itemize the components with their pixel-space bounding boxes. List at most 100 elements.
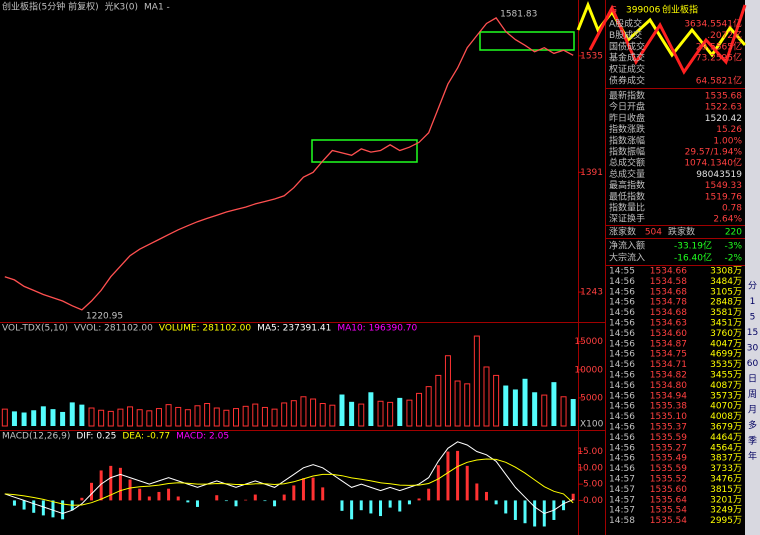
volume-bar bbox=[175, 406, 182, 427]
volume-bar bbox=[136, 409, 143, 427]
volume-bar bbox=[233, 408, 240, 427]
toolbar-button[interactable]: 多 bbox=[748, 419, 757, 431]
trade-price: 1535.59 bbox=[650, 433, 687, 443]
trade-volume: 3484万 bbox=[710, 277, 742, 287]
toolbar-button[interactable]: 日 bbox=[748, 374, 757, 385]
y-tick-label: 15000 bbox=[574, 337, 603, 347]
row-label: A股成交 bbox=[609, 18, 642, 30]
legend-item: MACD(12,26,9) bbox=[2, 432, 70, 442]
trade-time: 14:56 bbox=[609, 402, 635, 412]
volume-bar bbox=[387, 401, 394, 427]
trade-volume: 4699万 bbox=[710, 350, 742, 360]
volume-bar bbox=[69, 402, 75, 426]
trade-time: 14:56 bbox=[609, 329, 635, 339]
volume-bar bbox=[560, 396, 567, 427]
y-tick-label: 10.00 bbox=[577, 463, 603, 473]
toolbar-button[interactable]: 15 bbox=[747, 328, 758, 338]
volume-bar bbox=[464, 383, 471, 427]
toolbar-button[interactable]: 分 bbox=[748, 281, 757, 292]
trade-price: 1534.78 bbox=[650, 298, 687, 308]
drawn-arrow bbox=[576, 0, 747, 58]
trade-volume: 3455万 bbox=[710, 371, 742, 381]
toolbar-button[interactable]: 季 bbox=[748, 435, 757, 447]
trade-time: 14:56 bbox=[609, 371, 635, 381]
trade-price: 1534.94 bbox=[650, 391, 687, 401]
trade-price: 1534.58 bbox=[650, 277, 687, 287]
trade-price: 1534.60 bbox=[650, 329, 687, 339]
trade-time: 14:56 bbox=[609, 433, 635, 443]
legend-item: VVOL: 281102.00 bbox=[74, 324, 153, 334]
toolbar-button[interactable]: 周 bbox=[748, 389, 757, 400]
volume-bar bbox=[98, 409, 105, 427]
count-label: 涨家数 bbox=[609, 226, 636, 238]
toolbar-button[interactable]: 60 bbox=[747, 359, 759, 369]
trade-price: 1534.68 bbox=[650, 308, 687, 318]
volume-bar bbox=[483, 366, 490, 427]
trade-volume: 3581万 bbox=[710, 308, 742, 318]
trade-price: 1534.66 bbox=[650, 267, 687, 277]
trade-volume: 3451万 bbox=[710, 319, 742, 329]
volume-bar bbox=[213, 407, 220, 427]
count-value: 220 bbox=[725, 228, 742, 238]
legend-item: VOLUME: 281102.00 bbox=[159, 324, 252, 334]
trade-volume: 2848万 bbox=[710, 298, 742, 308]
row-value: 1522.63 bbox=[705, 103, 742, 113]
volume-bar bbox=[107, 410, 114, 427]
row-value: 1074.1340亿 bbox=[684, 157, 742, 169]
trade-time: 14:56 bbox=[609, 360, 635, 370]
volume-bar bbox=[60, 411, 66, 426]
row-label: 总成交量 bbox=[609, 168, 645, 180]
volume-bar bbox=[339, 394, 345, 426]
trade-price: 1534.71 bbox=[650, 360, 687, 370]
trade-time: 14:56 bbox=[609, 443, 635, 453]
trade-time: 14:57 bbox=[609, 495, 635, 505]
trade-volume: 3105万 bbox=[710, 287, 742, 297]
row-label: 昨日收盘 bbox=[609, 112, 645, 124]
volume-bar bbox=[406, 399, 413, 427]
trade-time: 14:56 bbox=[609, 391, 635, 401]
y-tick-label: 1243 bbox=[580, 288, 603, 298]
toolbar-button[interactable]: 5 bbox=[750, 313, 756, 323]
row-value: 0.78 bbox=[722, 204, 742, 214]
toolbar-button[interactable]: 月 bbox=[748, 405, 757, 416]
volume-bar bbox=[21, 412, 27, 426]
legend-item: 光K3(0) bbox=[105, 1, 138, 13]
trade-time: 14:56 bbox=[609, 454, 635, 464]
volume-bar bbox=[532, 392, 538, 426]
volume-bar bbox=[146, 410, 153, 427]
toolbar-button[interactable]: 年 bbox=[748, 450, 757, 462]
trade-volume: 3535万 bbox=[710, 360, 742, 370]
trade-volume: 3760万 bbox=[710, 329, 742, 339]
row-label: 最新指数 bbox=[609, 90, 645, 102]
row-label: 债券成交 bbox=[609, 75, 645, 87]
row-value: 1549.33 bbox=[705, 181, 742, 191]
volume-bar bbox=[194, 405, 201, 427]
toolbar-button[interactable]: 1 bbox=[750, 297, 756, 307]
price-line bbox=[4, 17, 574, 311]
trade-time: 14:56 bbox=[609, 339, 635, 349]
row-label: 指数涨跌 bbox=[609, 123, 645, 135]
row-label: 深证换手 bbox=[609, 213, 645, 225]
trade-price: 1534.63 bbox=[650, 319, 687, 329]
low-label: 1220.95 bbox=[86, 311, 123, 321]
highlight-box bbox=[479, 31, 575, 51]
volume-bar bbox=[310, 398, 317, 427]
row-value: 2.64% bbox=[713, 215, 742, 225]
trade-price: 1535.37 bbox=[650, 423, 687, 433]
trade-price: 1535.27 bbox=[650, 443, 687, 453]
toolbar-button[interactable]: 30 bbox=[747, 344, 759, 354]
volume-bar bbox=[300, 396, 307, 427]
trade-time: 14:56 bbox=[609, 464, 635, 474]
trade-volume: 3837万 bbox=[710, 454, 742, 464]
volume-bar bbox=[329, 404, 336, 427]
trade-time: 14:57 bbox=[609, 485, 635, 495]
volume-bar bbox=[435, 374, 442, 427]
trade-volume: 3249万 bbox=[710, 506, 742, 516]
trade-time: 14:56 bbox=[609, 277, 635, 287]
trade-volume: 3201万 bbox=[710, 495, 742, 505]
flow-label: 净流入额 bbox=[609, 240, 645, 252]
trade-time: 14:57 bbox=[609, 475, 635, 485]
volume-bar bbox=[290, 400, 297, 427]
volume-bar bbox=[570, 399, 576, 426]
trade-price: 1534.82 bbox=[650, 371, 687, 381]
